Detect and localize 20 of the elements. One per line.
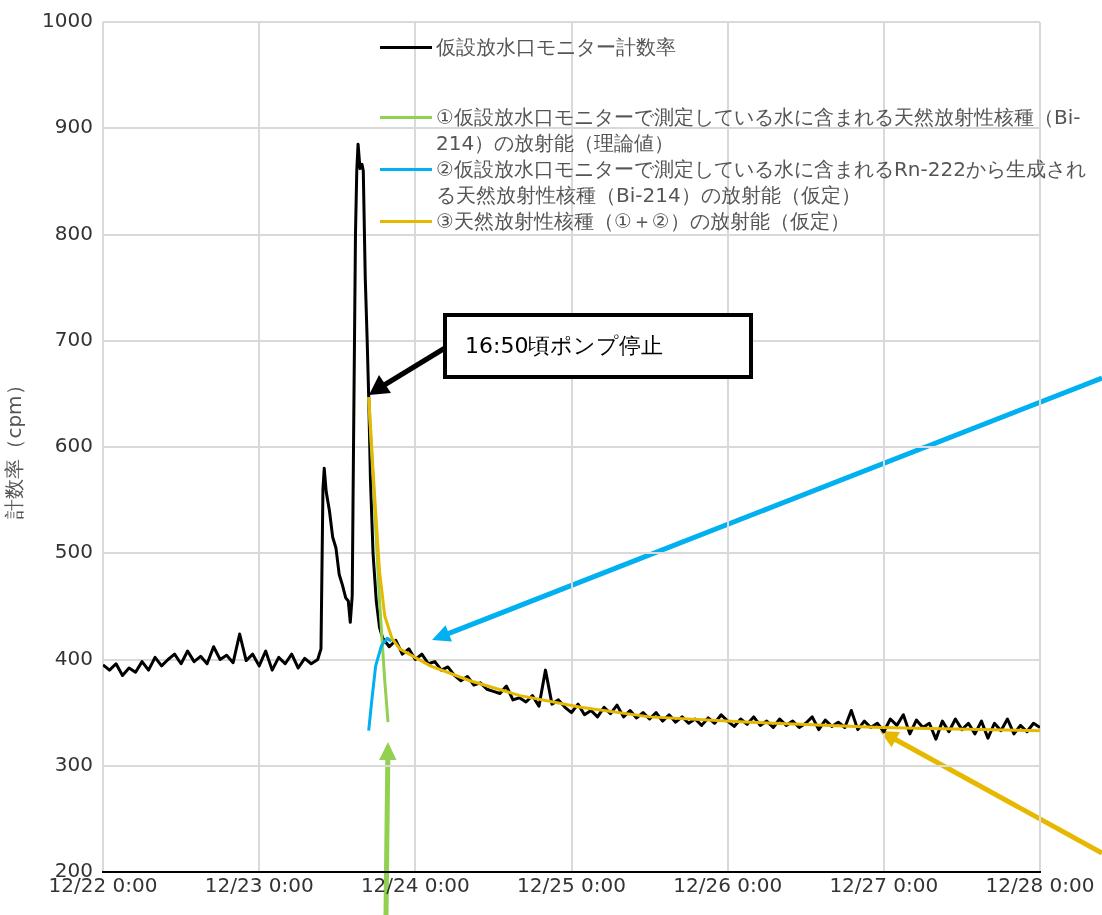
y-tick-label: 500: [54, 539, 93, 564]
legend-label: ①仮設放水口モニターで測定している水に含まれる天然放射性核種（Bi-214）の放射能（理論値）: [435, 104, 1082, 156]
x-tick-label: 12/27 0:00: [829, 873, 939, 898]
y-tick-label: 600: [54, 433, 93, 458]
legend-label: ③天然放射性核種（①＋②）の放射能（仮定）: [435, 208, 851, 234]
x-tick-label: 12/23 0:00: [204, 873, 314, 898]
y-tick-label: 1000: [42, 8, 93, 33]
y-tick-label: 800: [54, 220, 93, 245]
y-tick-label: 400: [54, 645, 93, 670]
x-tick-label: 12/28 0:00: [985, 873, 1095, 898]
annotation: 16:50頃ポンプ停止: [465, 332, 664, 360]
y-tick-label: 300: [54, 751, 93, 776]
callout: 16:50頃ポンプ停止: [369, 313, 753, 395]
y-tick-label: 700: [54, 326, 93, 351]
y-axis-title: 計数率（cpm）: [2, 375, 27, 519]
x-tick-label: 12/26 0:00: [673, 873, 783, 898]
y-tick-label: 900: [54, 114, 93, 139]
x-tick-label: 12/25 0:00: [517, 873, 626, 898]
legend-label: 仮設放水口モニター計数率: [435, 34, 677, 60]
legend-label: ②仮設放水口モニターで測定している水に含まれるRn-222から生成される天然放射性核種（Bi-214）の放射能（仮定）: [435, 156, 1087, 208]
